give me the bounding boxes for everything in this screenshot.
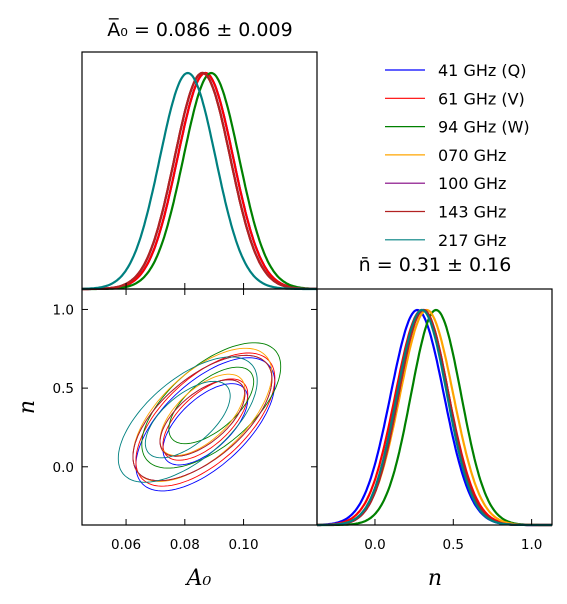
joint-frame — [81, 288, 318, 526]
y-axis-label-n: n — [15, 400, 40, 414]
legend-label-1: 41 GHz (Q) — [438, 61, 526, 80]
contour-2sigma-series-7 — [117, 356, 258, 483]
a0-marginal-curve-1 — [82, 71, 317, 291]
a0-marginal-curve-3 — [82, 71, 317, 291]
n-tick-label-left-3: 1.0 — [53, 302, 74, 318]
n-tick-label-left-1: 0.0 — [53, 460, 74, 476]
n-marginal-curve-2 — [317, 308, 552, 527]
a0-tick-label-2: 0.08 — [170, 537, 200, 553]
contour-1sigma-series-2 — [162, 378, 249, 461]
n-tick-label-bottom-1: 0.0 — [364, 537, 385, 553]
contour-1sigma-series-6 — [159, 379, 246, 457]
a0-marginal-frame — [81, 51, 318, 290]
contour-1sigma-series-7 — [144, 380, 231, 459]
legend-label-6: 143 GHz — [438, 203, 506, 222]
x-axis-label-a0: A₀ — [185, 566, 212, 591]
a0-panel-title: A̅₀ = 0.086 ± 0.009 — [107, 17, 292, 41]
n-marginal-curve-3 — [317, 308, 552, 527]
a0-marginal-curve-6 — [82, 71, 318, 291]
n-marginal-curve-4 — [316, 308, 552, 527]
legend-label-7: 217 GHz — [438, 231, 506, 250]
n-marginal-curve-6 — [317, 308, 552, 527]
n-tick-label-left-2: 0.5 — [53, 381, 74, 397]
contour-2sigma-series-2 — [135, 352, 276, 487]
n-tick-label-bottom-3: 1.0 — [521, 537, 542, 553]
legend-label-3: 94 GHz (W) — [438, 118, 530, 137]
x-axis-label-n: n — [428, 566, 442, 591]
a0-marginal-curve-5 — [82, 71, 318, 291]
a0-marginal-panel — [81, 51, 318, 291]
a0-tick-label-1: 0.06 — [111, 537, 141, 553]
joint-panel: 0.06 0.08 0.10 0.0 0.5 1.0 — [53, 283, 318, 553]
contour-2sigma-series-3 — [141, 342, 282, 469]
legend-label-4: 070 GHz — [438, 146, 506, 165]
a0-marginal-curve-7 — [82, 71, 317, 291]
n-marginal-frame — [316, 288, 553, 526]
n-marginal-curve-1 — [317, 308, 552, 527]
n-tick-label-bottom-2: 0.5 — [443, 537, 464, 553]
n-marginal-curve-5 — [317, 308, 552, 527]
contour-2sigma-series-1 — [135, 357, 276, 492]
a0-marginal-curve-4 — [82, 71, 318, 291]
legend-label-2: 61 GHz (V) — [438, 89, 525, 108]
a0-marginal-curve-2 — [82, 71, 317, 291]
contour-2sigma-series-6 — [132, 354, 273, 482]
n-panel-title: n̄ = 0.31 ± 0.16 — [359, 254, 512, 276]
a0-tick-label-3: 0.10 — [229, 537, 259, 553]
n-marginal-panel: 0.0 0.5 1.0 — [316, 288, 553, 553]
n-marginal-curve-7 — [317, 308, 552, 527]
legend: 41 GHz (Q) 61 GHz (V) 94 GHz (W) 070 GHz 100… — [385, 61, 530, 250]
legend-label-5: 100 GHz — [438, 174, 506, 193]
